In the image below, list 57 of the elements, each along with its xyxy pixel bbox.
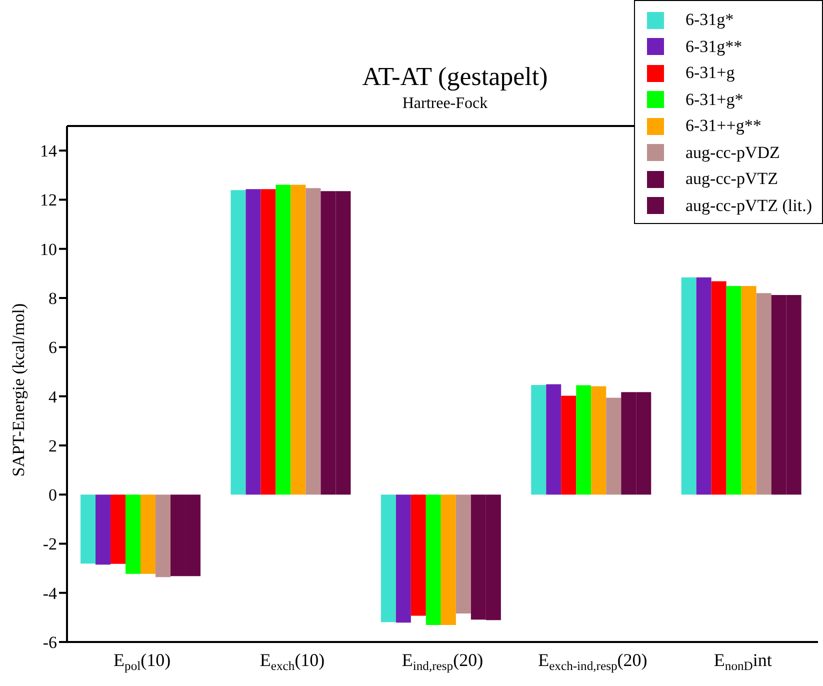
legend-label: 6-31+g bbox=[686, 63, 735, 84]
bar bbox=[396, 494, 411, 623]
bar bbox=[260, 189, 276, 495]
y-tick-label: 12 bbox=[40, 190, 57, 210]
y-tick-label: -6 bbox=[42, 633, 57, 652]
x-tick-label: E$_{pol}$(10) bbox=[114, 650, 171, 673]
x-tick-label: E$_{nonD}$int bbox=[714, 650, 772, 673]
bar bbox=[290, 184, 306, 495]
y-tick-label: -2 bbox=[42, 534, 57, 554]
bar bbox=[711, 281, 726, 495]
bar bbox=[440, 494, 456, 626]
bar bbox=[576, 385, 592, 495]
bar bbox=[561, 396, 576, 495]
y-tick-label: 6 bbox=[48, 338, 57, 358]
bar bbox=[230, 190, 246, 495]
y-tick-label: 14 bbox=[40, 142, 58, 161]
bar bbox=[741, 286, 756, 495]
y-tick-label: 8 bbox=[48, 289, 57, 308]
bar bbox=[380, 494, 396, 622]
bar bbox=[681, 277, 696, 495]
bar bbox=[756, 293, 772, 495]
legend-label: 6-31g* bbox=[686, 10, 734, 30]
bar bbox=[456, 494, 471, 614]
y-axis-title: SAPT-Energie (kcal/mol) bbox=[9, 303, 28, 477]
x-tick-label: E$_{ind,resp}$(20) bbox=[402, 650, 484, 673]
bar bbox=[591, 386, 606, 495]
legend-label: 6-31g** bbox=[686, 36, 742, 57]
bar bbox=[140, 494, 156, 574]
bar bbox=[246, 189, 261, 495]
bar bbox=[156, 494, 171, 578]
bar bbox=[276, 184, 291, 495]
chart-title: AT-AT (gestapelt) bbox=[362, 62, 548, 91]
bar bbox=[726, 286, 742, 495]
x-tick-label: E$_{exch}$(10) bbox=[260, 650, 325, 673]
y-tick-label: 4 bbox=[48, 387, 58, 406]
bar bbox=[426, 494, 441, 626]
bar bbox=[80, 494, 96, 564]
y-tick-label: 10 bbox=[40, 240, 57, 259]
bar bbox=[546, 384, 562, 495]
bar bbox=[126, 494, 141, 574]
legend-label: aug-cc-pVTZ (lit.) bbox=[686, 196, 812, 216]
legend-label: aug-cc-pVTZ bbox=[686, 169, 778, 190]
bar bbox=[606, 398, 622, 495]
chart-subtitle: Hartree-Fock bbox=[402, 95, 488, 112]
legend-label: 6-31+g* bbox=[686, 90, 744, 110]
legend-label: 6-31++g** bbox=[686, 116, 762, 136]
bar bbox=[110, 494, 126, 564]
bar bbox=[410, 494, 426, 616]
y-tick-label: 2 bbox=[48, 436, 57, 456]
bar bbox=[531, 384, 546, 495]
y-tick-label: -4 bbox=[42, 584, 58, 603]
x-tick-label: E$_{exch-ind,resp}$(20) bbox=[538, 650, 648, 673]
y-tick-label: 0 bbox=[48, 486, 57, 505]
legend-label: aug-cc-pVDZ bbox=[686, 142, 780, 163]
bar bbox=[96, 494, 111, 565]
bar bbox=[306, 188, 321, 495]
bar bbox=[696, 277, 712, 495]
